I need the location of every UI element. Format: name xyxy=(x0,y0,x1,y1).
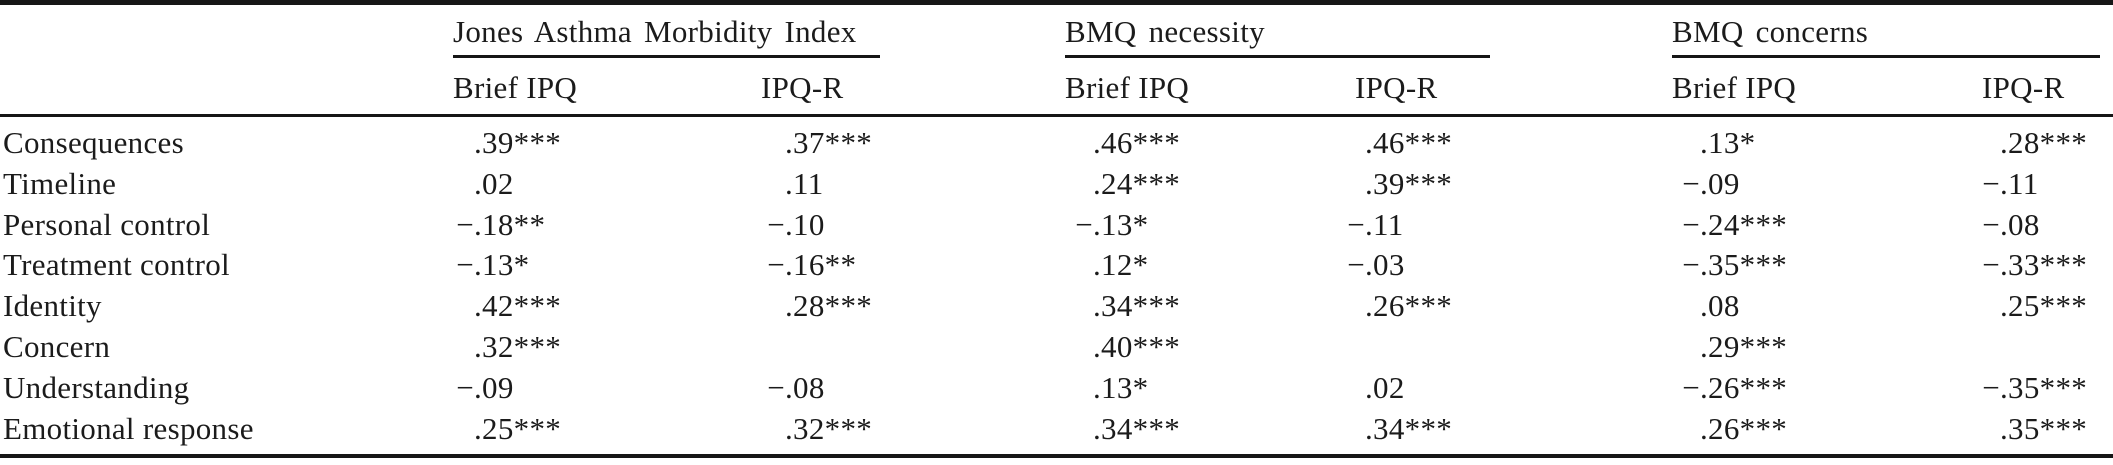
cell-value: .02 xyxy=(1365,370,1405,405)
minus-sign: − xyxy=(1982,207,2000,242)
cell-value: − .35*** xyxy=(1682,247,1788,282)
cell-value: − .11 xyxy=(1982,166,2039,201)
minus-sign: − xyxy=(767,207,785,242)
row-label: Understanding xyxy=(3,370,190,405)
cell-value: .34*** xyxy=(1093,411,1181,446)
table-row: Concern .32*** .40*** .29*** xyxy=(0,331,2113,367)
cell-value: .46*** xyxy=(1093,125,1181,160)
header-divider-rule xyxy=(0,114,2113,117)
minus-sign: − xyxy=(1982,166,2000,201)
column-subheader-brief-ipq: Brief IPQ xyxy=(1065,70,1190,105)
minus-sign: − xyxy=(1682,370,1700,405)
group-underline-rule xyxy=(453,55,880,58)
cell-value: .39*** xyxy=(474,125,562,160)
minus-sign: − xyxy=(456,370,474,405)
cell-value: − .24*** xyxy=(1682,207,1788,242)
cell-value: − .11 xyxy=(1347,207,1404,242)
cell-value: .32*** xyxy=(785,411,873,446)
column-subheader-brief-ipq: Brief IPQ xyxy=(453,70,578,105)
cell-value: .29*** xyxy=(1700,329,1788,364)
cell-value: − .13* xyxy=(1075,207,1149,242)
cell-value: .42*** xyxy=(474,288,562,323)
cell-value: − .26*** xyxy=(1682,370,1788,405)
row-label: Personal control xyxy=(3,207,211,242)
cell-value: − .16** xyxy=(767,247,857,282)
cell-value: .24*** xyxy=(1093,166,1181,201)
cell-value: .13* xyxy=(1093,370,1149,405)
group-underline-rule xyxy=(1672,55,2100,58)
minus-sign: − xyxy=(1682,247,1700,282)
minus-sign: − xyxy=(456,247,474,282)
minus-sign: − xyxy=(1347,247,1365,282)
cell-value: .32*** xyxy=(474,329,562,364)
minus-sign: − xyxy=(767,247,785,282)
column-group-label-bmq-necessity: BMQ necessity xyxy=(1065,14,1265,49)
minus-sign: − xyxy=(1075,207,1093,242)
column-subheader-brief-ipq: Brief IPQ xyxy=(1672,70,1797,105)
row-label: Identity xyxy=(3,288,102,323)
column-group-label-jones-asthma-morbidity-index: Jones Asthma Morbidity Index xyxy=(453,14,857,49)
cell-value: .11 xyxy=(785,166,824,201)
cell-value: .28*** xyxy=(2000,125,2088,160)
cell-value: .25*** xyxy=(2000,288,2088,323)
cell-value: .13* xyxy=(1700,125,1756,160)
cell-value: − .18** xyxy=(456,207,546,242)
table-row: Understanding − .09 − .08 .13* .02 − .26*** − .35*… xyxy=(0,372,2113,408)
row-label: Consequences xyxy=(3,125,184,160)
cell-value: .46*** xyxy=(1365,125,1453,160)
table-bottom-rule xyxy=(0,454,2113,458)
cell-value: − .09 xyxy=(1682,166,1740,201)
cell-value: .34*** xyxy=(1365,411,1453,446)
column-subheader-ipq-r: IPQ-R xyxy=(1355,70,1438,105)
table-row: Emotional response .25*** .32*** .34*** .34*… xyxy=(0,413,2113,449)
cell-value: .28*** xyxy=(785,288,873,323)
table-top-rule xyxy=(0,0,2113,5)
table-row: Timeline .02 .11 .24*** .39*** − .09 − .11 xyxy=(0,168,2113,204)
row-label: Treatment control xyxy=(3,247,230,282)
cell-value: − .09 xyxy=(456,370,514,405)
row-label: Timeline xyxy=(3,166,117,201)
cell-value: .25*** xyxy=(474,411,562,446)
table-row: Consequences .39*** .37*** .46*** .46*** .13*… xyxy=(0,127,2113,163)
cell-value: − .08 xyxy=(1982,207,2040,242)
minus-sign: − xyxy=(1347,207,1365,242)
column-group-label-bmq-concerns: BMQ concerns xyxy=(1672,14,1869,49)
minus-sign: − xyxy=(456,207,474,242)
cell-value: − .13* xyxy=(456,247,530,282)
row-label: Concern xyxy=(3,329,111,364)
cell-value: − .33*** xyxy=(1982,247,2088,282)
cell-value: .26*** xyxy=(1365,288,1453,323)
minus-sign: − xyxy=(1982,370,2000,405)
cell-value: .40*** xyxy=(1093,329,1181,364)
cell-value: − .10 xyxy=(767,207,825,242)
cell-value: − .08 xyxy=(767,370,825,405)
column-subheader-ipq-r: IPQ-R xyxy=(1982,70,2065,105)
group-underline-rule xyxy=(1065,55,1490,58)
cell-value: .02 xyxy=(474,166,514,201)
cell-value: .37*** xyxy=(785,125,873,160)
cell-value: − .35*** xyxy=(1982,370,2088,405)
cell-value: .08 xyxy=(1700,288,1740,323)
column-subheader-ipq-r: IPQ-R xyxy=(761,70,844,105)
cell-value: .26*** xyxy=(1700,411,1788,446)
minus-sign: − xyxy=(767,370,785,405)
cell-value: .34*** xyxy=(1093,288,1181,323)
cell-value: .12* xyxy=(1093,247,1149,282)
minus-sign: − xyxy=(1982,247,2000,282)
table-row: Personal control − .18** − .10 − .13* − .11 − .24*… xyxy=(0,209,2113,245)
cell-value: .35*** xyxy=(2000,411,2088,446)
row-label: Emotional response xyxy=(3,411,254,446)
cell-value: .39*** xyxy=(1365,166,1453,201)
cell-value: − .03 xyxy=(1347,247,1405,282)
table-row: Identity .42*** .28*** .34*** .26*** .08 .25**… xyxy=(0,290,2113,326)
minus-sign: − xyxy=(1682,207,1700,242)
minus-sign: − xyxy=(1682,166,1700,201)
table-row: Treatment control − .13* − .16** .12* − .03 − .35… xyxy=(0,249,2113,285)
